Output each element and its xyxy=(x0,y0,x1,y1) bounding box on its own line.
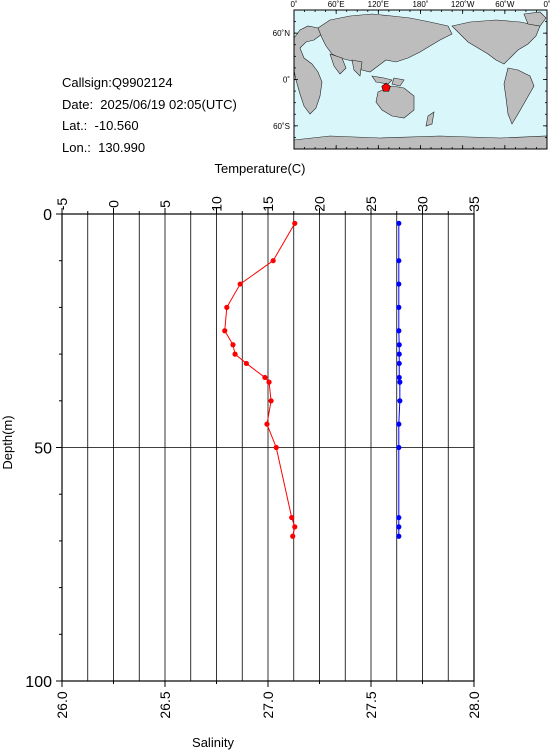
temperature-tick-label: 30 xyxy=(415,196,431,212)
location-map: 0˚ 60˚E 120˚E 180˚ 120˚W 60˚W 0˚ 60˚N 0˚ 60˚S xyxy=(273,0,551,150)
map-latitude-label: 60˚S xyxy=(273,122,290,131)
map-latitude-label: 0˚ xyxy=(283,76,290,85)
temperature-data-point xyxy=(232,351,238,357)
station-info: Callsign:Q9902124 Date: 2025/06/19 02:05… xyxy=(62,72,237,158)
depth-tick-label: 100 xyxy=(25,674,52,691)
temperature-data-point xyxy=(292,524,298,530)
callsign-text: Callsign:Q9902124 xyxy=(62,75,173,90)
map-longitude-label: 120˚E xyxy=(368,0,389,9)
map-longitude-labels: 0˚ 60˚E 120˚E 180˚ 120˚W 60˚W 0˚ xyxy=(290,0,550,9)
temperature-data-point xyxy=(264,421,270,427)
temperature-data-point xyxy=(270,258,276,264)
temperature-tick-label: 15 xyxy=(260,196,276,212)
temperature-data-point xyxy=(273,444,279,451)
depth-tick-label: 0 xyxy=(43,207,52,224)
salinity-data-point xyxy=(396,328,402,334)
temperature-axis-label: Temperature(C) xyxy=(214,161,305,176)
temperature-data-point xyxy=(222,328,228,334)
temperature-data-point xyxy=(262,374,268,381)
map-longitude-label: 60˚W xyxy=(495,0,515,9)
map-longitude-label: 60˚E xyxy=(328,0,345,9)
salinity-data-point xyxy=(396,342,402,348)
temperature-data-point xyxy=(290,533,296,539)
temperature-profile-line xyxy=(224,223,296,537)
lat-text: Lat.: -10.560 xyxy=(62,118,139,133)
temperature-data-point xyxy=(224,304,230,310)
temperature-data-point xyxy=(268,398,274,404)
salinity-data-point xyxy=(396,258,402,264)
temperature-tick-label: 5 xyxy=(157,200,173,208)
salinity-data-point xyxy=(397,398,403,404)
salinity-data-point xyxy=(396,421,402,427)
salinity-data-point xyxy=(396,524,402,530)
salinity-data-point xyxy=(396,444,402,451)
map-longitude-label: 0˚ xyxy=(543,0,550,9)
temperature-tick-label: 20 xyxy=(312,196,328,212)
station-marker xyxy=(381,82,391,92)
temperature-tick-label: 0 xyxy=(106,200,122,208)
map-longitude-label: 0˚ xyxy=(290,0,297,9)
salinity-data-point xyxy=(396,374,402,381)
salinity-data-point xyxy=(396,351,402,357)
salinity-profile-line xyxy=(398,223,401,537)
salinity-data-point xyxy=(397,379,403,385)
depth-tick-label: 50 xyxy=(34,441,52,458)
station-marker-star xyxy=(381,82,391,92)
salinity-tick-label: 27.5 xyxy=(363,691,379,718)
map-longitude-label: 180˚ xyxy=(412,0,428,9)
temperature-tick-label: 25 xyxy=(363,196,379,212)
depth-axis-label: Depth(m) xyxy=(0,415,15,469)
salinity-tick-label: 27.0 xyxy=(260,691,276,718)
lon-text: Lon.: 130.990 xyxy=(62,139,146,155)
temperature-data-point xyxy=(289,514,295,521)
map-latitude-labels: 60˚N 0˚ 60˚S xyxy=(273,29,291,131)
salinity-data-point xyxy=(396,304,402,310)
temperature-data-point xyxy=(292,220,298,226)
temperature-data-point xyxy=(237,281,243,287)
salinity-data-point xyxy=(396,220,402,226)
salinity-data-point xyxy=(396,360,402,367)
temperature-tick-label: 10 xyxy=(209,196,225,212)
salinity-data-point xyxy=(396,514,402,521)
salinity-data-point xyxy=(396,533,402,539)
salinity-tick-label: 28.0 xyxy=(466,691,482,718)
temperature-data-point xyxy=(243,360,249,367)
map-land xyxy=(293,11,548,150)
temperature-data-point xyxy=(230,342,236,348)
salinity-tick-label: 26.5 xyxy=(157,691,173,718)
temperature-tick-label: -5 xyxy=(54,198,70,211)
map-latitude-label: 60˚N xyxy=(273,29,291,38)
temperature-data-point xyxy=(266,379,272,385)
salinity-axis-label: Salinity xyxy=(192,735,234,750)
temperature-tick-label: 35 xyxy=(466,196,482,212)
salinity-data-point xyxy=(396,281,402,287)
salinity-tick-label: 26.0 xyxy=(54,691,70,718)
date-text: Date: 2025/06/19 02:05(UTC) xyxy=(62,96,237,112)
map-longitude-label: 120˚W xyxy=(451,0,475,9)
